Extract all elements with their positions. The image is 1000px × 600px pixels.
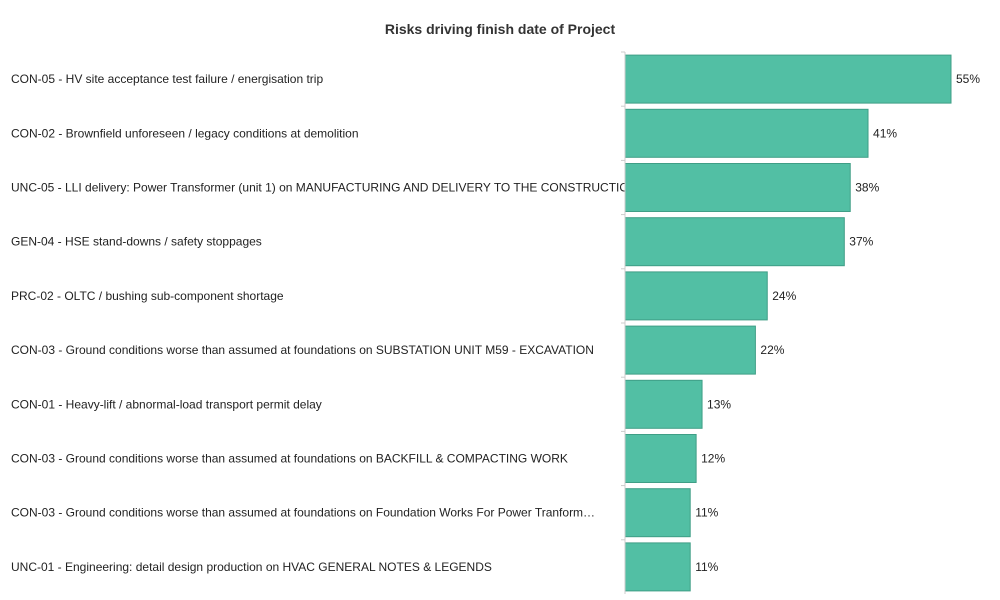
data-label: 41% [873, 126, 897, 140]
data-label: 24% [772, 289, 796, 303]
category-label: UNC-01 - Engineering: detail design prod… [11, 560, 492, 574]
bar[interactable] [624, 325, 756, 375]
bar[interactable] [624, 163, 851, 212]
category-label: CON-02 - Brownfield unforeseen / legacy … [11, 126, 359, 140]
bar-rows: CON-05 - HV site acceptance test failure… [11, 51, 980, 592]
data-label: 38% [855, 181, 879, 195]
bar[interactable] [624, 488, 691, 538]
bar[interactable] [624, 542, 691, 592]
category-label: PRC-02 - OLTC / bushing sub-component sh… [11, 289, 284, 303]
category-label: GEN-04 - HSE stand-downs / safety stoppa… [11, 235, 262, 249]
data-label: 55% [956, 72, 980, 86]
bar[interactable] [624, 271, 768, 321]
data-label: 12% [701, 452, 725, 466]
category-label: UNC-05 - LLI delivery: Power Transformer… [11, 181, 649, 195]
bar[interactable] [624, 379, 703, 429]
category-label: CON-03 - Ground conditions worse than as… [11, 506, 595, 520]
bar[interactable] [624, 108, 869, 158]
category-label: CON-01 - Heavy-lift / abnormal-load tran… [11, 397, 322, 411]
category-label: CON-03 - Ground conditions worse than as… [11, 452, 568, 466]
category-label: CON-05 - HV site acceptance test failure… [11, 72, 323, 86]
data-label: 37% [849, 235, 873, 249]
category-label: CON-03 - Ground conditions worse than as… [11, 343, 594, 357]
data-label: 13% [707, 397, 731, 411]
data-label: 11% [695, 560, 718, 574]
bar[interactable] [624, 54, 952, 104]
chart-title: Risks driving finish date of Project [385, 21, 616, 37]
bar[interactable] [624, 217, 845, 267]
data-label: 22% [760, 343, 784, 357]
bar[interactable] [624, 434, 697, 483]
data-label: 11% [695, 506, 718, 520]
